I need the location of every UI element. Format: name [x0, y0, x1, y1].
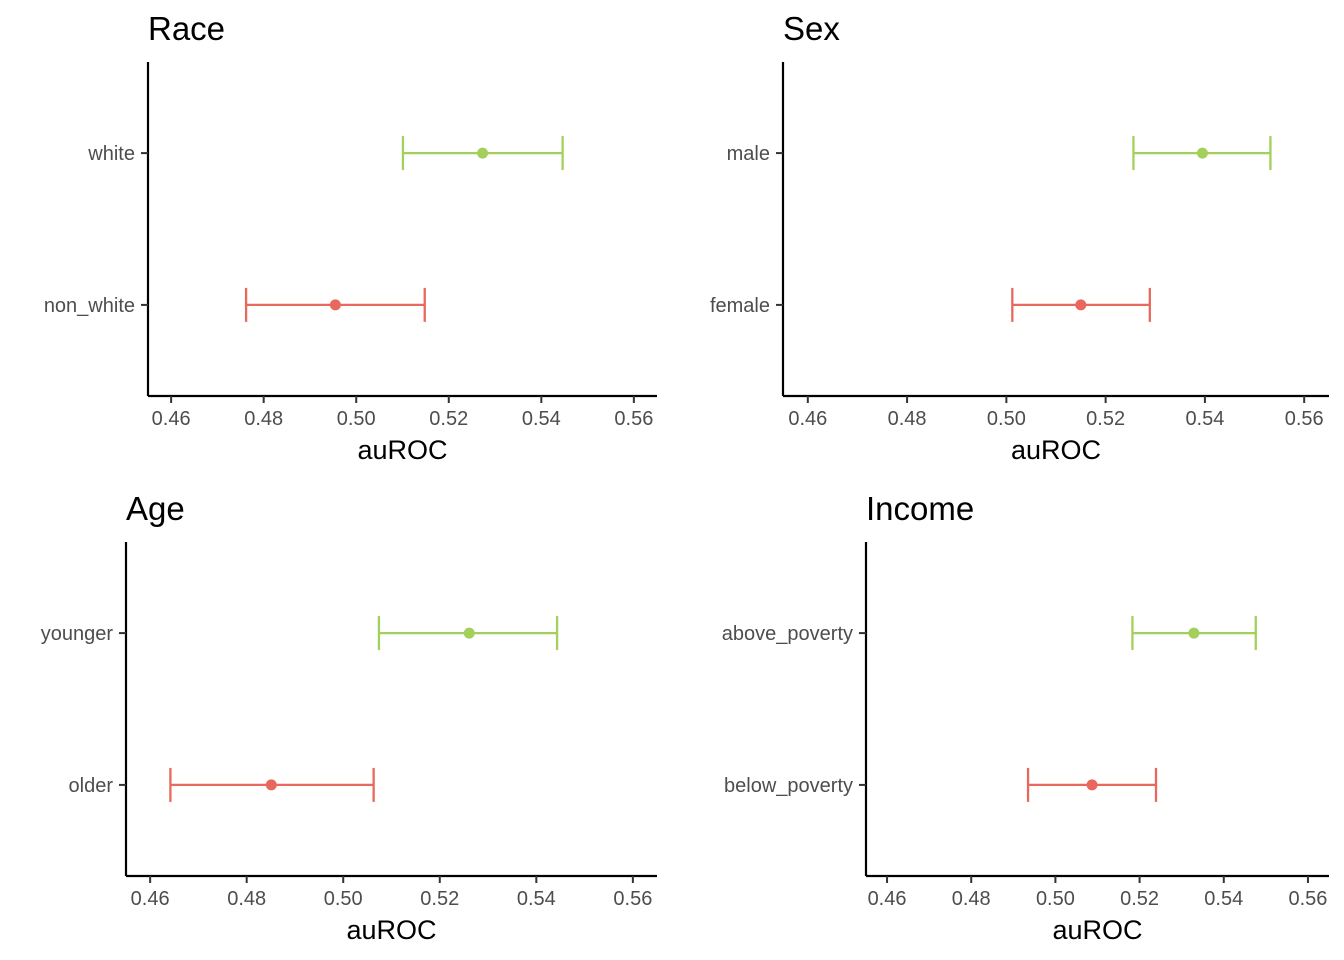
panel-title: Age	[126, 490, 185, 527]
x-tick-label: 0.54	[1185, 408, 1224, 430]
x-axis-title: auROC	[346, 915, 436, 945]
x-tick-label: 0.46	[788, 408, 827, 430]
panel-age: Age 0.46 0.48 0.50 0.52 0.54 0.56 auROC older you…	[41, 490, 657, 945]
panel-title: Income	[866, 490, 974, 527]
y-tick-label: non_white	[44, 295, 135, 317]
y-tick-label: female	[710, 295, 770, 317]
x-tick-label: 0.52	[429, 408, 468, 430]
x-tick-label: 0.48	[952, 888, 991, 910]
x-tick-label: 0.50	[324, 888, 363, 910]
x-tick-label: 0.54	[522, 408, 561, 430]
x-tick-label: 0.46	[868, 888, 907, 910]
x-axis-title: auROC	[1011, 435, 1101, 465]
x-tick-label: 0.46	[131, 888, 170, 910]
point-male	[1196, 147, 1208, 159]
panel-sex: Sex 0.46 0.48 0.50 0.52 0.54 0.56 auROC female ma…	[710, 10, 1329, 465]
x-tick-label: 0.52	[420, 888, 459, 910]
y-tick-label: white	[87, 143, 135, 165]
point-younger	[463, 627, 475, 639]
x-tick-label: 0.56	[614, 408, 653, 430]
x-tick-label: 0.48	[888, 408, 927, 430]
x-tick-label: 0.56	[1288, 888, 1327, 910]
x-tick-label: 0.56	[1285, 408, 1324, 430]
x-axis-title: auROC	[1052, 915, 1142, 945]
x-tick-label: 0.56	[613, 888, 652, 910]
point-older	[265, 779, 277, 791]
point-non_white	[329, 299, 341, 311]
panel-title: Sex	[783, 10, 840, 47]
x-tick-label: 0.52	[1120, 888, 1159, 910]
panel-income: Income 0.46 0.48 0.50 0.52 0.54 0.56 auROC below…	[722, 490, 1329, 945]
x-tick-label: 0.50	[1036, 888, 1075, 910]
x-tick-label: 0.50	[987, 408, 1026, 430]
point-female	[1075, 299, 1087, 311]
panel-title: Race	[148, 10, 225, 47]
x-tick-label: 0.48	[227, 888, 266, 910]
x-axis-title: auROC	[357, 435, 447, 465]
x-tick-label: 0.54	[1204, 888, 1243, 910]
point-below_poverty	[1086, 779, 1098, 791]
point-above_poverty	[1188, 627, 1200, 639]
x-tick-label: 0.52	[1086, 408, 1125, 430]
x-tick-label: 0.50	[337, 408, 376, 430]
y-tick-label: older	[69, 775, 114, 797]
y-tick-label: male	[727, 143, 770, 165]
y-tick-label: younger	[41, 623, 114, 645]
panel-race: Race 0.46 0.48 0.50 0.52 0.54 0.56 auROC non_whi…	[44, 10, 657, 465]
x-tick-label: 0.48	[244, 408, 283, 430]
point-white	[477, 147, 489, 159]
y-tick-label: above_poverty	[722, 623, 853, 645]
x-tick-label: 0.54	[517, 888, 556, 910]
x-tick-label: 0.46	[152, 408, 191, 430]
y-tick-label: below_poverty	[724, 775, 853, 797]
